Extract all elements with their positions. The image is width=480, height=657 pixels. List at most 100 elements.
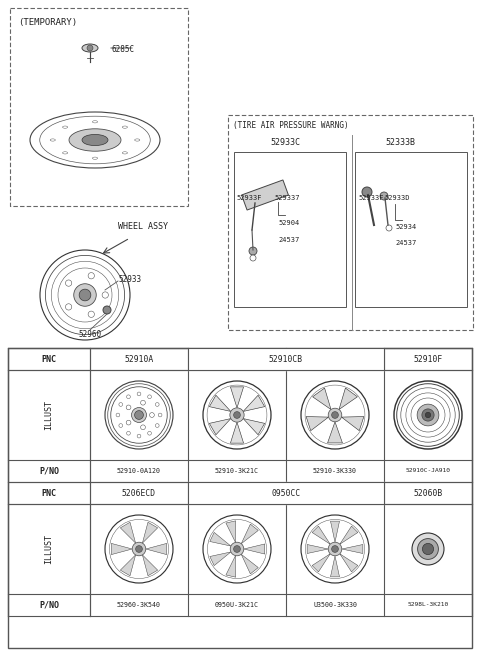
Bar <box>355 152 467 307</box>
Text: 52910-0A120: 52910-0A120 <box>117 468 161 474</box>
Polygon shape <box>146 543 167 555</box>
Text: 5206ECD: 5206ECD <box>122 489 156 497</box>
Ellipse shape <box>122 152 128 154</box>
Polygon shape <box>209 419 231 435</box>
Bar <box>8 348 472 648</box>
Circle shape <box>126 405 131 410</box>
Circle shape <box>87 45 93 51</box>
Polygon shape <box>241 555 258 574</box>
Circle shape <box>127 395 131 399</box>
Polygon shape <box>306 417 328 431</box>
Text: 24537: 24537 <box>395 240 416 246</box>
Ellipse shape <box>135 139 140 141</box>
Polygon shape <box>226 556 236 578</box>
Circle shape <box>126 420 131 425</box>
Polygon shape <box>340 526 358 544</box>
Text: ILLUST: ILLUST <box>45 534 53 564</box>
Polygon shape <box>312 526 330 544</box>
Circle shape <box>230 408 244 422</box>
Circle shape <box>412 533 444 565</box>
Ellipse shape <box>82 135 108 146</box>
Text: 24537: 24537 <box>278 237 299 243</box>
Bar <box>234 152 346 307</box>
Polygon shape <box>210 552 231 566</box>
Polygon shape <box>143 522 158 543</box>
Text: ILLUST: ILLUST <box>45 400 53 430</box>
Circle shape <box>249 247 257 255</box>
Circle shape <box>422 543 433 555</box>
Text: 52910F: 52910F <box>413 355 443 363</box>
Circle shape <box>150 413 154 417</box>
Ellipse shape <box>122 126 128 128</box>
Circle shape <box>250 255 256 261</box>
Polygon shape <box>342 545 363 553</box>
Circle shape <box>380 192 388 200</box>
Polygon shape <box>241 524 258 544</box>
Circle shape <box>362 187 372 197</box>
Circle shape <box>156 424 159 428</box>
Text: U3500-3K330: U3500-3K330 <box>313 602 357 608</box>
Polygon shape <box>340 554 358 572</box>
Text: 52960: 52960 <box>78 330 102 339</box>
Circle shape <box>134 411 144 419</box>
Text: P/NO: P/NO <box>39 466 59 476</box>
Text: 6285C: 6285C <box>112 45 135 54</box>
Circle shape <box>116 413 120 417</box>
Circle shape <box>88 273 95 279</box>
Text: 5298L-3K210: 5298L-3K210 <box>408 602 449 608</box>
Polygon shape <box>244 544 265 554</box>
Text: 52960-3K540: 52960-3K540 <box>117 602 161 608</box>
Circle shape <box>234 545 240 553</box>
Polygon shape <box>230 387 243 408</box>
Text: 52910C-JA910: 52910C-JA910 <box>406 468 451 474</box>
Polygon shape <box>209 396 231 411</box>
Polygon shape <box>243 396 264 411</box>
Circle shape <box>137 392 141 396</box>
Bar <box>228 115 473 330</box>
Circle shape <box>65 280 72 286</box>
Ellipse shape <box>92 157 97 159</box>
Circle shape <box>132 407 146 422</box>
Text: 0950U-3K21C: 0950U-3K21C <box>215 602 259 608</box>
Circle shape <box>79 289 91 301</box>
Text: PNC: PNC <box>41 489 57 497</box>
Text: 52910-3K330: 52910-3K330 <box>313 468 357 474</box>
Text: PNC: PNC <box>41 355 57 363</box>
Text: 52933F: 52933F <box>358 195 384 201</box>
Circle shape <box>127 432 131 435</box>
Polygon shape <box>210 532 231 546</box>
Circle shape <box>386 225 392 231</box>
Polygon shape <box>307 545 328 553</box>
Polygon shape <box>120 522 135 543</box>
Text: 529337: 529337 <box>274 195 300 201</box>
Ellipse shape <box>92 121 97 123</box>
Circle shape <box>328 542 342 556</box>
Ellipse shape <box>50 139 55 141</box>
Polygon shape <box>339 388 358 409</box>
Polygon shape <box>120 555 135 576</box>
Circle shape <box>417 404 439 426</box>
Circle shape <box>119 403 122 406</box>
Circle shape <box>119 424 122 428</box>
Text: (TIRE AIR PRESSURE WARNG): (TIRE AIR PRESSURE WARNG) <box>233 121 348 130</box>
Text: 52910CB: 52910CB <box>269 355 303 363</box>
Text: 52934: 52934 <box>395 224 416 230</box>
Polygon shape <box>331 556 339 577</box>
Circle shape <box>102 292 108 298</box>
Text: 52933C: 52933C <box>270 138 300 147</box>
Circle shape <box>422 409 434 421</box>
Circle shape <box>74 284 96 306</box>
Ellipse shape <box>82 44 98 52</box>
Circle shape <box>103 306 111 314</box>
Circle shape <box>328 408 342 422</box>
Circle shape <box>425 413 431 418</box>
Text: 52933F: 52933F <box>236 195 262 201</box>
Text: 52910-3K21C: 52910-3K21C <box>215 468 259 474</box>
Ellipse shape <box>62 152 68 154</box>
Text: 52060B: 52060B <box>413 489 443 497</box>
Polygon shape <box>226 521 236 543</box>
Ellipse shape <box>62 126 68 128</box>
Polygon shape <box>331 521 339 542</box>
Circle shape <box>148 432 151 435</box>
Polygon shape <box>230 422 243 443</box>
